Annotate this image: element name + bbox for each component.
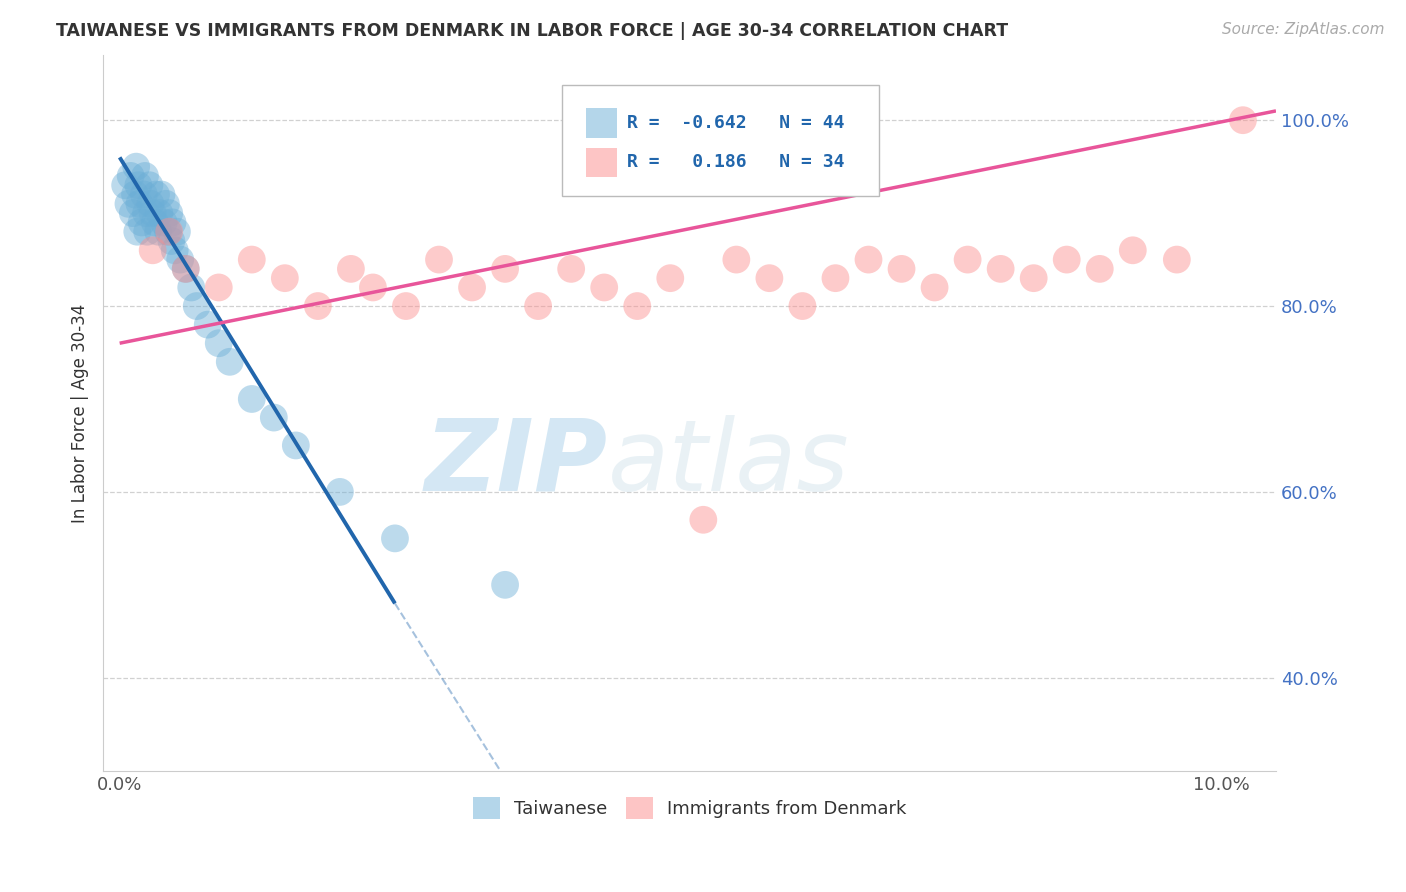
Point <box>136 225 159 239</box>
Point <box>139 197 162 211</box>
Point <box>924 280 946 294</box>
Text: atlas: atlas <box>607 415 849 511</box>
Point <box>208 336 231 351</box>
Point <box>127 225 149 239</box>
Point <box>157 206 180 220</box>
Point <box>157 225 180 239</box>
Text: TAIWANESE VS IMMIGRANTS FROM DENMARK IN LABOR FORCE | AGE 30-34 CORRELATION CHAR: TAIWANESE VS IMMIGRANTS FROM DENMARK IN … <box>56 22 1008 40</box>
Point <box>1122 244 1144 258</box>
Point <box>125 160 148 174</box>
Point <box>174 261 197 276</box>
Point <box>138 178 160 193</box>
Point <box>120 169 142 183</box>
Point <box>152 215 174 229</box>
Point <box>135 206 157 220</box>
Point <box>692 513 714 527</box>
Point <box>240 392 263 406</box>
Text: Source: ZipAtlas.com: Source: ZipAtlas.com <box>1222 22 1385 37</box>
Y-axis label: In Labor Force | Age 30-34: In Labor Force | Age 30-34 <box>72 303 89 523</box>
Point <box>494 578 516 592</box>
Point <box>121 206 143 220</box>
Point <box>560 261 582 276</box>
Point <box>131 215 153 229</box>
Point <box>142 244 165 258</box>
Point <box>218 355 240 369</box>
Point <box>858 252 880 267</box>
Point <box>527 299 550 313</box>
Point <box>329 484 352 499</box>
Point <box>890 261 912 276</box>
Point <box>274 271 297 285</box>
Point <box>461 280 484 294</box>
Point <box>626 299 648 313</box>
Point <box>1056 252 1078 267</box>
Point <box>307 299 329 313</box>
Point <box>163 244 186 258</box>
Point <box>240 252 263 267</box>
Point <box>114 178 136 193</box>
Point <box>117 197 139 211</box>
Text: R =  -0.642   N = 44: R = -0.642 N = 44 <box>627 114 845 132</box>
Point <box>395 299 418 313</box>
Point <box>725 252 748 267</box>
Point <box>166 225 188 239</box>
Point <box>162 215 184 229</box>
Text: R =   0.186   N = 34: R = 0.186 N = 34 <box>627 153 845 171</box>
Point <box>124 187 146 202</box>
Point <box>148 206 170 220</box>
Point <box>174 261 197 276</box>
Point <box>134 169 156 183</box>
Point <box>758 271 780 285</box>
Point <box>384 532 406 546</box>
Point <box>155 197 177 211</box>
Point <box>361 280 384 294</box>
Point <box>1022 271 1045 285</box>
Point <box>128 197 150 211</box>
Point <box>180 280 202 294</box>
Point <box>1232 113 1254 128</box>
Point <box>263 410 285 425</box>
Point <box>659 271 682 285</box>
Point <box>127 178 149 193</box>
Point <box>142 206 165 220</box>
Legend: Taiwanese, Immigrants from Denmark: Taiwanese, Immigrants from Denmark <box>465 789 914 826</box>
Point <box>284 438 307 452</box>
Point <box>132 187 155 202</box>
Point <box>145 187 167 202</box>
Point <box>427 252 450 267</box>
Point <box>157 225 180 239</box>
Point <box>340 261 363 276</box>
Point <box>150 187 173 202</box>
Point <box>659 838 682 852</box>
Point <box>494 261 516 276</box>
Point <box>186 299 208 313</box>
Point <box>990 261 1012 276</box>
Point <box>956 252 979 267</box>
Point <box>208 280 231 294</box>
Point <box>1088 261 1111 276</box>
Point <box>160 234 183 248</box>
Point <box>169 252 191 267</box>
Point <box>148 225 170 239</box>
Point <box>824 271 846 285</box>
Text: ZIP: ZIP <box>425 415 607 511</box>
Point <box>143 215 166 229</box>
Point <box>1166 252 1188 267</box>
Point <box>197 318 219 332</box>
Point <box>792 299 814 313</box>
Point <box>593 280 616 294</box>
